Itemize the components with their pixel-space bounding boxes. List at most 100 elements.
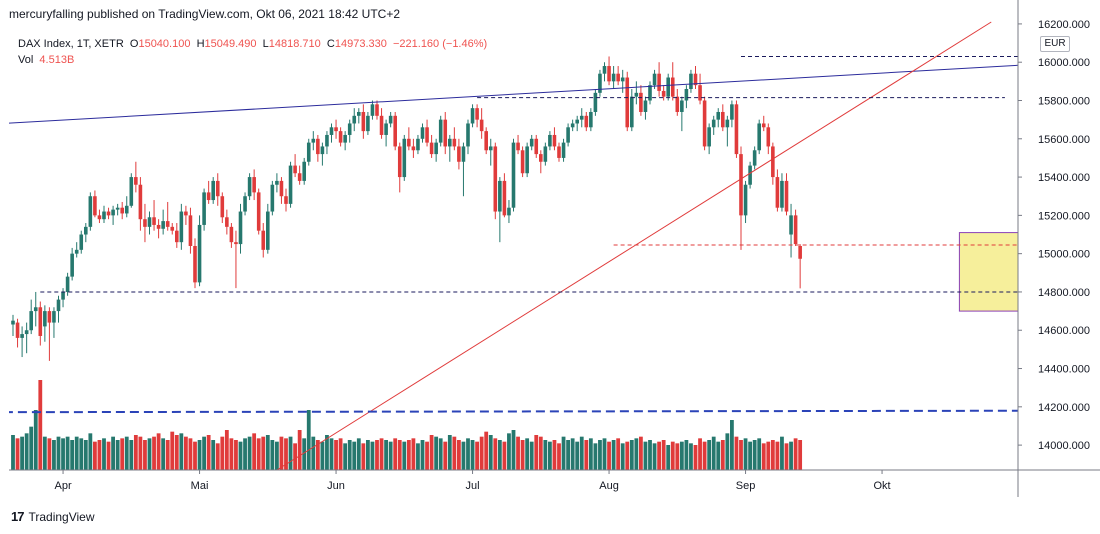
candle-body bbox=[238, 211, 243, 245]
candle bbox=[106, 207, 111, 220]
volume-bar bbox=[798, 440, 803, 470]
volume-label[interactable]: Vol bbox=[18, 54, 34, 66]
candle bbox=[215, 173, 220, 206]
candle bbox=[288, 161, 293, 208]
candle-body bbox=[393, 115, 397, 147]
candle bbox=[798, 244, 802, 289]
volume-bar bbox=[65, 436, 70, 470]
volume-bar bbox=[329, 438, 334, 470]
volume-bar bbox=[607, 441, 611, 470]
volume-bar bbox=[748, 441, 752, 470]
candle-body bbox=[771, 146, 775, 178]
brand-footer[interactable]: 17 TradingView bbox=[11, 509, 95, 524]
candle bbox=[593, 89, 598, 116]
volume-bar bbox=[38, 380, 43, 470]
candle-body bbox=[743, 184, 748, 216]
volume-bar bbox=[224, 430, 229, 470]
candle bbox=[184, 205, 188, 225]
volume-bar bbox=[775, 441, 780, 470]
candle bbox=[520, 146, 525, 178]
candle-body bbox=[111, 209, 115, 216]
candle-body bbox=[798, 246, 802, 259]
candle bbox=[539, 150, 543, 174]
candle bbox=[575, 115, 579, 132]
volume-bar bbox=[188, 438, 193, 470]
volume-bar bbox=[780, 436, 784, 470]
y-tick-label: 15600.000 bbox=[1038, 134, 1090, 146]
candle-body bbox=[630, 96, 634, 128]
volume-bar bbox=[197, 440, 202, 470]
volume-bar bbox=[229, 438, 234, 470]
candle-body bbox=[757, 123, 761, 151]
candle bbox=[607, 56, 611, 86]
candle-body bbox=[625, 77, 630, 128]
volume-row: Vol 4.513B bbox=[18, 52, 487, 68]
candle bbox=[661, 85, 666, 101]
volume-bar bbox=[93, 441, 97, 470]
candle-body bbox=[252, 177, 256, 193]
volume-bar bbox=[352, 441, 357, 470]
candle-body bbox=[256, 192, 261, 231]
candle bbox=[438, 115, 443, 147]
candle-body bbox=[488, 146, 493, 151]
x-tick-label: Sep bbox=[736, 480, 756, 492]
volume-bar bbox=[507, 433, 511, 470]
highlight-box bbox=[958, 232, 1018, 312]
volume-bar bbox=[261, 436, 266, 470]
volume-bar bbox=[516, 436, 520, 470]
volume-bar bbox=[111, 436, 115, 470]
candle-body bbox=[197, 224, 202, 283]
candle-body bbox=[134, 177, 138, 185]
volume-bar bbox=[588, 438, 593, 470]
publish-header: mercuryfalling published on TradingView.… bbox=[9, 7, 400, 21]
candle bbox=[566, 123, 570, 147]
candle bbox=[397, 142, 402, 193]
candle bbox=[570, 119, 575, 132]
candle bbox=[29, 299, 33, 335]
candle bbox=[534, 134, 539, 158]
candle bbox=[452, 127, 457, 151]
brand-name: TradingView bbox=[28, 509, 95, 524]
candle bbox=[589, 108, 593, 132]
candle-body bbox=[566, 127, 570, 143]
candle-body bbox=[552, 134, 557, 147]
candle-body bbox=[38, 307, 43, 336]
candle-body bbox=[575, 119, 579, 124]
change-value: −221.160 (−1.46%) bbox=[392, 38, 488, 50]
candle-body bbox=[780, 180, 784, 208]
candle bbox=[584, 111, 589, 132]
currency-button[interactable]: EUR bbox=[1040, 36, 1070, 52]
candle bbox=[375, 100, 379, 120]
candle-body bbox=[448, 138, 452, 147]
volume-bar bbox=[575, 441, 580, 470]
candle bbox=[734, 100, 739, 158]
volume-bar bbox=[406, 440, 411, 470]
candle bbox=[598, 69, 602, 97]
volume-bar bbox=[548, 441, 552, 470]
y-tick-label: 15400.000 bbox=[1038, 172, 1090, 184]
candle-body bbox=[106, 211, 111, 216]
candle bbox=[752, 146, 757, 170]
candle-body bbox=[33, 307, 38, 312]
candle-body bbox=[725, 119, 730, 128]
candle bbox=[730, 100, 734, 128]
volume-bar bbox=[452, 436, 457, 470]
volume-bar bbox=[716, 441, 721, 470]
volume-bar bbox=[379, 438, 384, 470]
candle-body bbox=[648, 85, 652, 101]
candle bbox=[234, 230, 238, 289]
candle-body bbox=[684, 89, 689, 101]
candle bbox=[47, 307, 52, 361]
candle bbox=[270, 180, 275, 216]
candle-body bbox=[543, 146, 548, 162]
candle bbox=[498, 177, 502, 243]
candle-body bbox=[343, 134, 347, 143]
volume-bar bbox=[52, 440, 56, 470]
volume-bar bbox=[170, 431, 175, 470]
candle-body bbox=[793, 215, 798, 245]
volume-bar bbox=[256, 438, 261, 470]
symbol-name[interactable]: DAX Index, 1T, XETR bbox=[18, 38, 124, 50]
candle bbox=[716, 108, 721, 128]
volume-bar bbox=[661, 440, 666, 470]
